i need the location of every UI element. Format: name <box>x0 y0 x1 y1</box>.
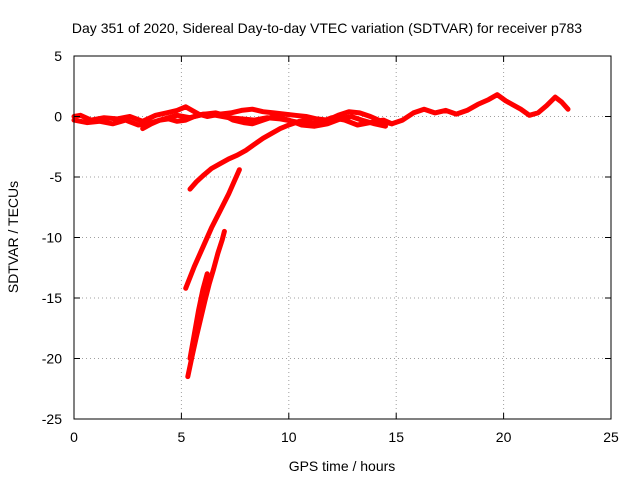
y-tick-label: 5 <box>54 48 62 64</box>
x-tick-label: 20 <box>496 429 512 445</box>
y-tick-label: -10 <box>42 230 62 246</box>
series-drop-segment-2 <box>185 228 227 380</box>
series-recovery-curve <box>187 117 313 192</box>
series-drop-segment-1 <box>183 167 242 291</box>
gridlines <box>74 56 611 419</box>
x-tick-label: 15 <box>388 429 404 445</box>
x-tick-label: 25 <box>603 429 619 445</box>
y-tick-label: 0 <box>54 109 62 125</box>
axis-ticks <box>73 55 612 420</box>
chart-title: Day 351 of 2020, Sidereal Day-to-day VTE… <box>72 20 582 36</box>
series-loop-trace <box>140 110 388 132</box>
data-traces <box>71 92 571 380</box>
x-tick-labels: 0 5 10 15 20 25 <box>70 429 619 445</box>
y-tick-label: -5 <box>50 169 63 185</box>
y-axis-label: SDTVAR / TECUs <box>5 181 21 293</box>
y-tick-labels: 5 0 -5 -10 -15 -20 -25 <box>42 48 62 427</box>
x-tick-label: 0 <box>70 429 78 445</box>
y-tick-label: -15 <box>42 290 62 306</box>
x-tick-label: 10 <box>281 429 297 445</box>
x-tick-label: 5 <box>178 429 186 445</box>
y-tick-label: -25 <box>42 411 62 427</box>
x-axis-label: GPS time / hours <box>289 458 396 474</box>
series-drop-segment-3 <box>187 271 210 361</box>
y-tick-label: -20 <box>42 351 62 367</box>
